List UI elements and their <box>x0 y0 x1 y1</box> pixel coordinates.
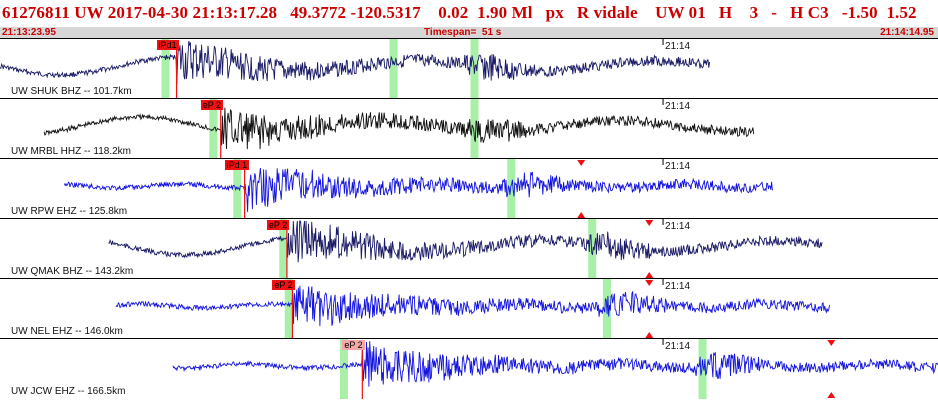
waveform-trace <box>172 341 938 387</box>
analysis-window-marker <box>279 219 288 279</box>
trace-panel-qmak[interactable]: 21:14 eP 2 UW QMAK BHZ -- 143.2km <box>0 218 938 279</box>
minute-label: 21:14 <box>665 281 691 292</box>
station-label: UW RPW EHZ -- 125.8km <box>11 206 128 217</box>
timespan-label: Timespan= 51 s <box>424 27 502 38</box>
trace-panel-rpw[interactable]: 21:14 iPd 1 UW RPW EHZ -- 125.8km <box>0 158 938 219</box>
amplitude-marker-top <box>645 280 654 286</box>
pick-label[interactable]: iPd1 <box>156 40 179 50</box>
waveform-trace <box>63 167 773 212</box>
trace-plot <box>63 159 773 219</box>
minute-label: 21:14 <box>665 221 691 232</box>
station-label: UW NEL EHZ -- 146.0km <box>11 326 123 337</box>
station-label: UW MRBL HHZ -- 118.2km <box>11 146 132 157</box>
amplitude-marker-top <box>827 340 836 346</box>
trace-plot <box>115 279 830 339</box>
trace-plot <box>108 219 823 279</box>
start-time-label: 21:13:23.95 <box>2 27 56 38</box>
event-header-text: 61276811 UW 2017-04-30 21:13:17.28 49.37… <box>2 3 917 22</box>
analysis-window-marker <box>339 339 348 399</box>
pick-label[interactable]: eP 2 <box>200 100 224 110</box>
trace-panel-jcw[interactable]: 21:14 eP 2 UW JCW EHZ -- 166.5km <box>0 338 938 399</box>
amplitude-marker-bottom <box>645 272 654 278</box>
seismogram-panels[interactable]: 21:14 iPd1 UW SHUK BHZ -- 101.7km 21:14 eP 2… <box>0 38 938 400</box>
waveform-trace <box>108 220 823 263</box>
waveform-trace <box>115 285 830 327</box>
trace-panel-shuk[interactable]: 21:14 iPd1 UW SHUK BHZ -- 101.7km <box>0 38 938 99</box>
pick-label[interactable]: iPd 1 <box>224 160 250 170</box>
analysis-window-marker <box>284 279 293 339</box>
amplitude-marker-top <box>577 160 586 166</box>
pick-label[interactable]: eP 2 <box>272 280 295 290</box>
amplitude-marker-bottom <box>577 212 586 218</box>
trace-plot <box>43 99 755 159</box>
analysis-window-marker <box>161 39 170 99</box>
waveform-trace <box>0 40 711 85</box>
trace-panel-nel[interactable]: 21:14 eP 2 UW NEL EHZ -- 146.0km <box>0 278 938 339</box>
trace-panel-mrbl[interactable]: 21:14 eP 2 UW MRBL HHZ -- 118.2km <box>0 98 938 159</box>
analysis-window-marker <box>389 39 398 99</box>
station-label: UW SHUK BHZ -- 101.7km <box>11 86 132 97</box>
pick-label[interactable]: eP 2 <box>342 340 365 350</box>
amplitude-marker-top <box>645 220 654 226</box>
station-label: UW QMAK BHZ -- 143.2km <box>11 266 134 277</box>
station-label: UW JCW EHZ -- 166.5km <box>11 386 126 397</box>
trace-plot <box>172 339 938 399</box>
trace-plot <box>0 39 711 99</box>
analysis-window-marker <box>588 219 597 279</box>
analysis-window-marker <box>470 99 479 159</box>
minute-label: 21:14 <box>665 341 691 352</box>
time-range-bar <box>0 27 938 38</box>
amplitude-marker-bottom <box>827 392 836 398</box>
event-header-bar: 61276811 UW 2017-04-30 21:13:17.28 49.37… <box>0 0 938 27</box>
end-time-label: 21:14:14.95 <box>880 27 934 38</box>
pick-label[interactable]: eP 2 <box>266 220 290 230</box>
minute-label: 21:14 <box>665 161 691 172</box>
minute-label: 21:14 <box>665 41 691 52</box>
amplitude-marker-bottom <box>645 332 654 338</box>
analysis-window-marker <box>507 159 516 219</box>
waveform-trace <box>43 107 755 150</box>
analysis-window-marker <box>698 339 707 399</box>
minute-label: 21:14 <box>665 101 691 112</box>
